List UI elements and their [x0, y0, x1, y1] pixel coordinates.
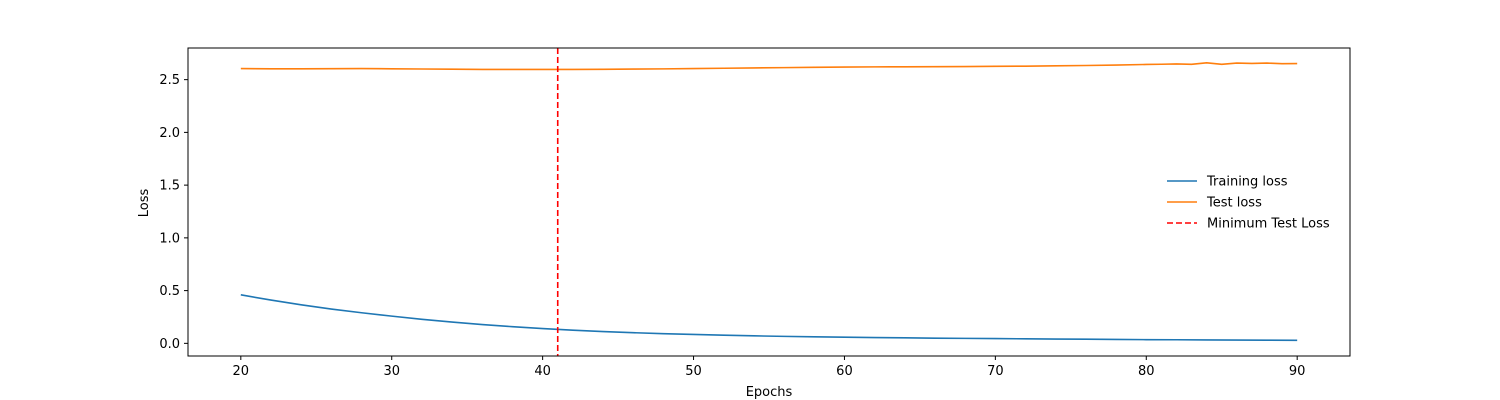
x-tick-label: 40: [534, 364, 551, 379]
y-tick-label: 1.5: [159, 179, 180, 194]
legend-label-test-loss: Test loss: [1206, 196, 1262, 211]
plot-area: [188, 48, 1350, 356]
x-tick-label: 30: [383, 364, 400, 379]
x-tick-label: 80: [1138, 364, 1155, 379]
y-tick-label: 1.0: [159, 231, 180, 246]
x-tick-label: 70: [987, 364, 1004, 379]
y-tick-label: 2.0: [159, 126, 180, 141]
x-tick-label: 20: [233, 364, 250, 379]
x-axis-label: Epochs: [746, 385, 793, 400]
x-tick-label: 50: [685, 364, 702, 379]
training-loss-line: [240, 294, 1298, 342]
y-tick-label: 0.5: [159, 284, 180, 299]
test-loss-line: [240, 61, 1298, 71]
y-axis-label: Loss: [137, 189, 152, 218]
x-axis-ticks: 20 30 40 50 60 70 80 90: [233, 356, 1306, 379]
y-tick-label: 2.5: [159, 73, 180, 88]
x-tick-label: 60: [836, 364, 853, 379]
y-tick-label: 0.0: [159, 337, 180, 352]
plot-frame: [187, 47, 1351, 357]
legend: Training loss Test loss Minimum Test Loss: [1167, 175, 1330, 232]
x-tick-label: 90: [1289, 364, 1306, 379]
legend-label-training-loss: Training loss: [1206, 175, 1288, 190]
legend-label-minimum-test-loss: Minimum Test Loss: [1207, 217, 1330, 232]
y-axis-ticks: 0.0 0.5 1.0 1.5 2.0 2.5: [159, 73, 188, 352]
series-layer: [240, 48, 1298, 356]
